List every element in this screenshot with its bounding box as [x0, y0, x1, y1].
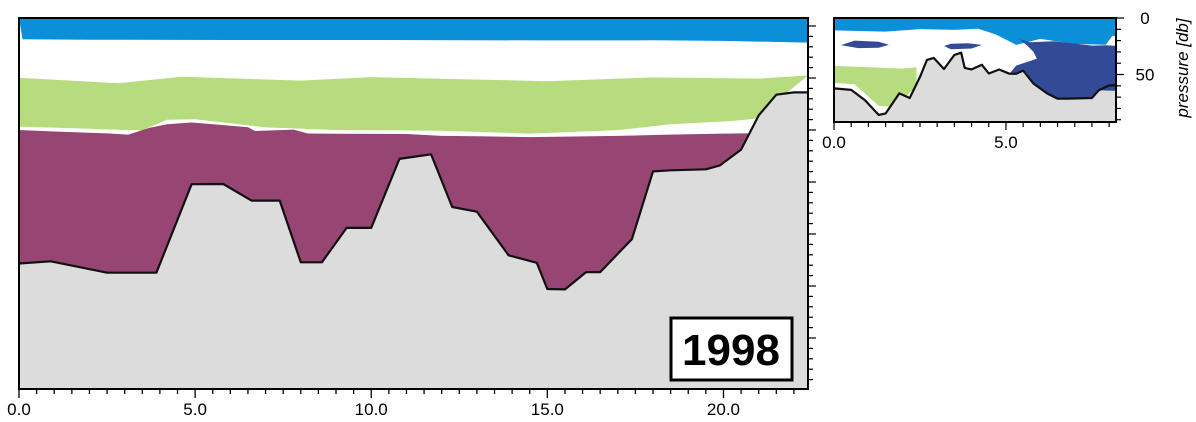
main-plot-frame — [18, 17, 809, 390]
inset-x-tick-label: 0.0 — [822, 133, 846, 152]
inset-x-tick-label: 5.0 — [994, 133, 1018, 152]
main-x-tick-label: 20.0 — [707, 400, 740, 419]
inset-bottom-line — [833, 51, 1116, 117]
inset-dark-blue-patch — [944, 43, 982, 50]
inset-dark-blue-layer — [1009, 39, 1116, 99]
main-right-ticks — [808, 25, 816, 381]
inset-area-layers — [834, 18, 1116, 123]
main-x-tick-label: 10.0 — [355, 400, 388, 419]
inset-plot-frame — [833, 17, 1117, 123]
inset-panel: 0.0 5.0 0 50 pressure [db] — [822, 9, 1192, 152]
main-x-tick-label: 5.0 — [183, 400, 207, 419]
year-label: 1998 — [682, 326, 780, 375]
main-bottom-line — [18, 91, 808, 291]
inset-x-axis: 0.0 5.0 — [822, 122, 1110, 152]
main-panel: 0.0 5.0 10.0 15.0 20.0 1998 — [7, 17, 816, 419]
inset-dark-blue-patch — [840, 40, 889, 49]
inset-y-tick-label: 50 — [1136, 66, 1155, 85]
inset-y-axis: 0 50 — [1116, 9, 1155, 121]
main-green-layer — [19, 75, 808, 134]
main-x-axis: 0.0 5.0 10.0 15.0 20.0 — [7, 389, 795, 419]
main-area-layers — [19, 18, 808, 390]
year-box: 1998 — [669, 316, 794, 382]
inset-lines — [833, 51, 1116, 117]
main-blue-layer — [19, 18, 808, 43]
inset-bottom-layer — [834, 52, 1116, 123]
inset-y-tick-label: 0 — [1140, 9, 1149, 28]
main-bottom-layer — [19, 92, 808, 390]
inset-blue-layer — [834, 18, 1116, 45]
main-x-tick-label: 0.0 — [7, 400, 31, 419]
main-lines — [18, 91, 808, 291]
main-x-tick-label: 15.0 — [531, 400, 564, 419]
inset-y-axis-label: pressure [db] — [1173, 17, 1192, 118]
year-box-frame — [669, 316, 794, 382]
